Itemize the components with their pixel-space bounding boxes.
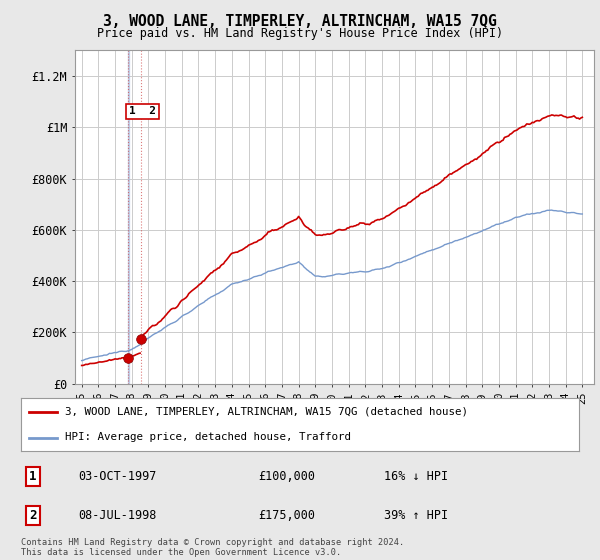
- Text: Contains HM Land Registry data © Crown copyright and database right 2024.
This d: Contains HM Land Registry data © Crown c…: [21, 538, 404, 557]
- Text: 39% ↑ HPI: 39% ↑ HPI: [384, 509, 448, 522]
- Text: 3, WOOD LANE, TIMPERLEY, ALTRINCHAM, WA15 7QG (detached house): 3, WOOD LANE, TIMPERLEY, ALTRINCHAM, WA1…: [65, 407, 467, 417]
- Text: £175,000: £175,000: [258, 509, 315, 522]
- Text: 3, WOOD LANE, TIMPERLEY, ALTRINCHAM, WA15 7QG: 3, WOOD LANE, TIMPERLEY, ALTRINCHAM, WA1…: [103, 14, 497, 29]
- Text: HPI: Average price, detached house, Trafford: HPI: Average price, detached house, Traf…: [65, 432, 350, 442]
- Text: 2: 2: [29, 509, 37, 522]
- Text: 08-JUL-1998: 08-JUL-1998: [78, 509, 157, 522]
- Text: 1: 1: [29, 470, 37, 483]
- Text: 03-OCT-1997: 03-OCT-1997: [78, 470, 157, 483]
- Text: Price paid vs. HM Land Registry's House Price Index (HPI): Price paid vs. HM Land Registry's House …: [97, 27, 503, 40]
- Text: 16% ↓ HPI: 16% ↓ HPI: [384, 470, 448, 483]
- Text: £100,000: £100,000: [258, 470, 315, 483]
- Text: 1  2: 1 2: [129, 106, 156, 116]
- Bar: [128, 50, 129, 384]
